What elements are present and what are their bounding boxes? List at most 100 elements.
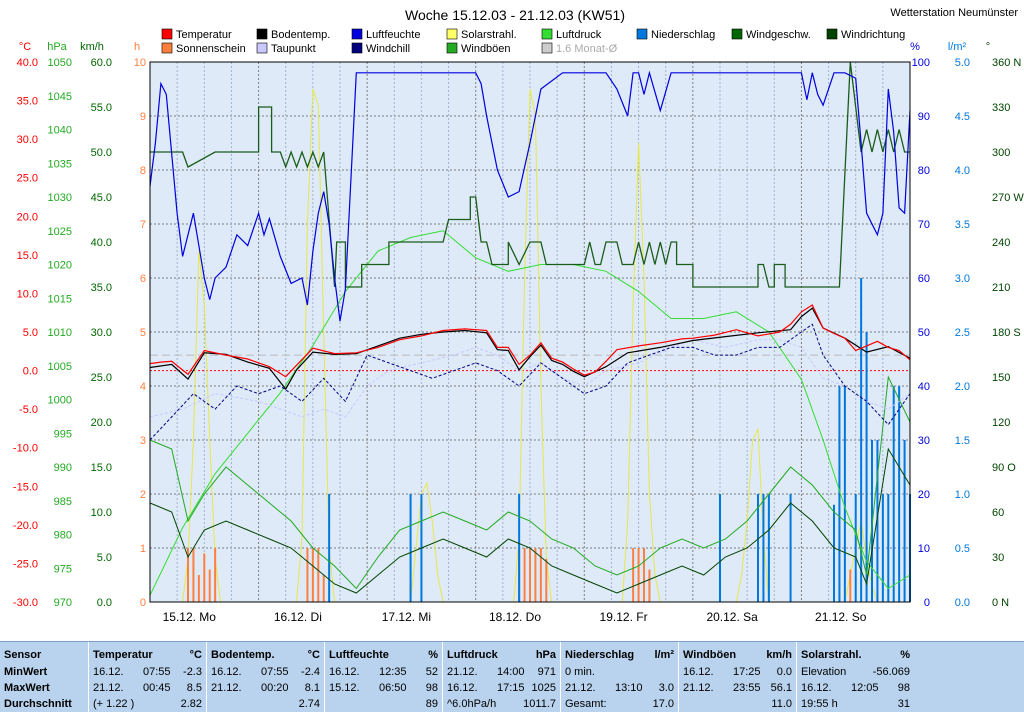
sunshine-bar: [545, 558, 548, 602]
axis-tick-label: 10: [134, 57, 146, 69]
x-tick-label: 20.12. Sa: [706, 610, 758, 624]
axis-tick-label: 25.0: [17, 173, 38, 185]
axis-tick-label: 1005: [48, 361, 72, 373]
legend-label: Luftfeuchte: [366, 29, 420, 41]
legend-swatch: [541, 28, 553, 40]
stats-column-header: Niederschlag l/m²: [565, 647, 674, 663]
stats-row: 19:55 h 31: [801, 696, 910, 712]
axis-tick-label: 180 S: [992, 327, 1021, 339]
axis-tick-label: 15.0: [17, 250, 38, 262]
axis-tick-label: 3: [140, 435, 146, 447]
stats-column-header: Luftfeuchte%: [329, 647, 438, 663]
axis-tick-label: 975: [54, 563, 72, 575]
axis-tick-label: 9: [140, 111, 146, 123]
stats-row: 0 min.: [565, 664, 674, 680]
stats-cell-value: 1025: [531, 682, 556, 694]
axis-tick-label: 2.5: [955, 327, 970, 339]
stats-row: 21.12. 14:00 971: [447, 664, 556, 680]
rain-bar: [860, 278, 863, 602]
stats-column-unit: l/m²: [654, 649, 674, 661]
legend-swatch: [161, 42, 173, 54]
axis-tick-label: 25.0: [91, 372, 112, 384]
axis-tick-label: 0: [924, 597, 930, 609]
stats-cell-value: -2.3: [183, 666, 202, 678]
axis-tick-label: 20: [918, 489, 930, 501]
stats-column-unit: hPa: [535, 649, 556, 661]
x-tick-label: 18.12. Do: [489, 610, 541, 624]
axis-tick-label: 20.0: [91, 417, 112, 429]
axis-tick-label: 35.0: [91, 282, 112, 294]
axis-tick-label: 4: [140, 381, 146, 393]
stats-column: Windböen km/h 16.12. 17:25 0.0 21.12. 23:55 56.…: [678, 642, 796, 712]
stats-cell-date: 0 min.: [565, 666, 595, 678]
stats-cell-date: Elevation: [801, 666, 847, 678]
stats-row: Durchschnitt: [4, 696, 84, 712]
axis-tick-label: 1025: [48, 226, 72, 238]
stats-row: 16.12. 17:15 1025: [447, 680, 556, 696]
axis-tick-label: 35.0: [17, 96, 38, 108]
legend-label: 1.6 Monat-Ø: [556, 43, 618, 55]
sunshine-bar: [322, 575, 325, 602]
legend-label: Bodentemp.: [271, 29, 330, 41]
stats-row: 15.12. 06:50 98: [329, 680, 438, 696]
axes-layer: 40.035.030.025.020.015.010.05.00.0-5.0-1…: [13, 41, 1024, 624]
stats-cell-time: 07:55: [143, 666, 171, 678]
axis-tick-label: 30.0: [17, 134, 38, 146]
sunshine-bar: [214, 548, 217, 602]
stats-column: Temperatur °C 16.12. 07:55 -2.3 21.12. 00:45 8.…: [88, 642, 206, 712]
stats-column-header: Bodentemp. °C: [211, 647, 320, 663]
axis-unit-label: l/m²: [948, 41, 967, 53]
stats-cell-date: 16.12.: [329, 666, 360, 678]
ground-temp-series: [149, 307, 911, 391]
axis-tick-label: 270 W: [992, 192, 1024, 204]
axis-tick-label: 1015: [48, 293, 72, 305]
stats-cell-date: MaxWert: [4, 682, 50, 694]
stats-cell-date: 16.12.: [211, 666, 242, 678]
stats-cell-date: MinWert: [4, 666, 48, 678]
axis-tick-label: 30.0: [91, 327, 112, 339]
legend-label: Temperatur: [176, 29, 232, 41]
axis-tick-label: 3.0: [955, 273, 970, 285]
sunshine-bar: [529, 548, 531, 602]
legend-swatch: [446, 42, 458, 54]
stats-cell-value: 89: [425, 698, 438, 710]
stats-column: Sensor MinWert MaxWert Durchschnitt: [0, 642, 88, 712]
axis-tick-label: 10.0: [91, 507, 112, 519]
stats-cell-value: 2.74: [298, 698, 320, 710]
x-tick-label: 16.12. Di: [274, 610, 322, 624]
legend-swatch: [636, 28, 648, 40]
stats-cell-value: 11.0: [771, 698, 792, 710]
stats-cell-value: 2.82: [180, 698, 202, 710]
stats-cell-value: 971: [537, 666, 556, 678]
axis-tick-label: -30.0: [13, 597, 38, 609]
x-tick-label: 21.12. So: [815, 610, 867, 624]
sunshine-bar: [849, 569, 852, 602]
wind-speed-series: [149, 447, 911, 594]
axis-tick-label: 20.0: [17, 211, 38, 223]
stats-column-unit: °C: [307, 649, 320, 661]
stats-cell-value: 8.5: [186, 682, 202, 694]
stats-column-header: Solarstrahl.%: [801, 647, 910, 663]
stats-cell-date: 19:55 h: [801, 698, 838, 710]
axis-tick-label: 80: [918, 165, 930, 177]
axis-tick-label: 50: [918, 327, 930, 339]
sunshine-bar: [203, 553, 206, 602]
legend-swatch: [446, 28, 458, 40]
axis-tick-label: 1: [140, 543, 146, 555]
legend-swatch: [351, 42, 363, 54]
stats-cell-value: 0.0: [776, 666, 792, 678]
axis-tick-label: 0.5: [955, 543, 970, 555]
axis-tick-label: 4.5: [955, 111, 970, 123]
stats-cell-value: 52: [425, 666, 438, 678]
stats-column-unit: %: [428, 649, 438, 661]
axis-unit-label: °: [986, 41, 990, 53]
axis-tick-label: 0.0: [23, 366, 38, 378]
stats-cell-time: 12:05: [851, 682, 879, 694]
x-tick-label: 19.12. Fr: [600, 610, 648, 624]
axis-tick-label: 150: [992, 372, 1010, 384]
stats-column-title: Luftdruck: [447, 649, 498, 661]
stats-row: MaxWert: [4, 680, 84, 696]
stats-cell-time: 12:35: [379, 666, 407, 678]
statistics-panel: Sensor MinWert MaxWert Durchschnitt Temperat…: [0, 641, 1024, 712]
axis-unit-label: °C: [19, 41, 31, 53]
